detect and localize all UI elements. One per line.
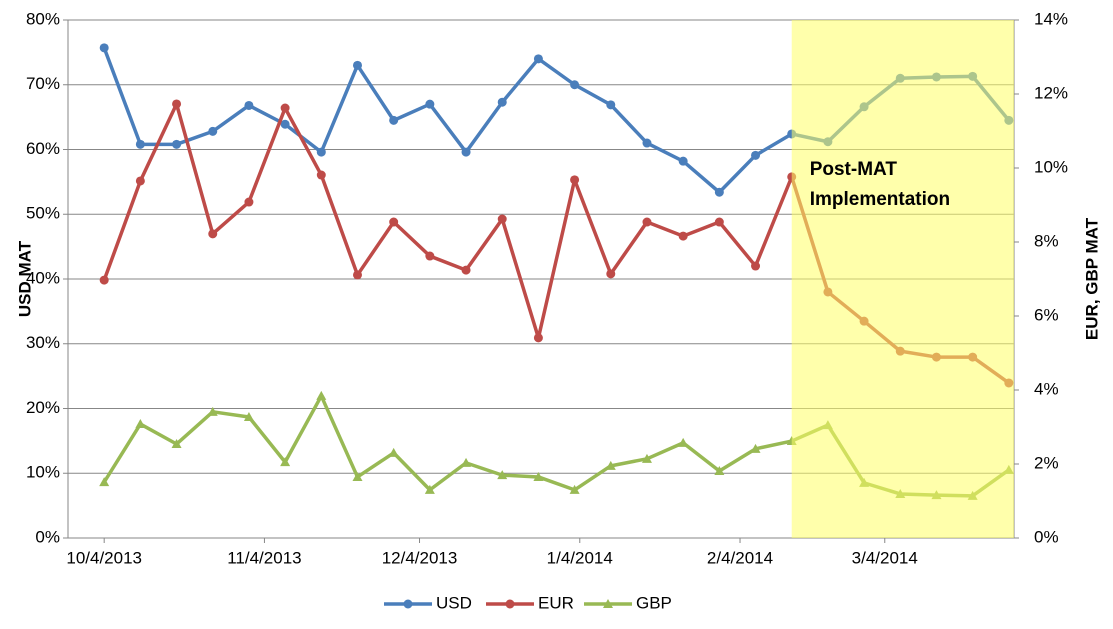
data-point: [135, 176, 145, 186]
data-point: [208, 229, 218, 239]
annotation: Implementation: [810, 189, 950, 210]
data-point: [606, 269, 616, 279]
data-point: [389, 217, 399, 227]
data-point: [243, 412, 254, 422]
data-point: [606, 100, 616, 110]
data-point: [570, 80, 580, 90]
data-point: [461, 265, 471, 275]
data-point: [99, 275, 109, 285]
data-point: [99, 477, 110, 487]
y-tick-label: 10%: [26, 463, 60, 482]
data-point: [389, 115, 399, 125]
data-point: [172, 139, 182, 149]
data-point: [678, 437, 689, 447]
y2-tick-label: 4%: [1034, 379, 1059, 398]
x-tick-label: 1/4/2014: [547, 548, 613, 567]
data-point: [352, 270, 362, 280]
data-point: [425, 99, 435, 109]
y-tick-label: 60%: [26, 139, 60, 158]
y-tick-label: 30%: [26, 333, 60, 352]
data-point: [172, 99, 182, 109]
data-point: [750, 443, 761, 453]
data-point: [207, 406, 218, 416]
x-tick-label: 3/4/2014: [852, 548, 918, 567]
data-point: [461, 147, 471, 157]
data-point: [714, 217, 724, 227]
y2-tick-label: 8%: [1034, 231, 1059, 250]
y-axis-title: USD MAT: [15, 240, 34, 317]
data-point: [280, 119, 290, 129]
data-point: [497, 214, 507, 224]
y2-tick-label: 2%: [1034, 453, 1059, 472]
y-tick-label: 70%: [26, 74, 60, 93]
data-point: [244, 100, 254, 110]
data-point: [316, 170, 326, 180]
data-point: [533, 333, 543, 343]
data-point: [678, 231, 688, 241]
data-point: [497, 97, 507, 107]
x-tick-label: 11/4/2013: [227, 548, 301, 567]
x-tick-label: 10/4/2013: [66, 548, 142, 567]
y2-tick-label: 12%: [1034, 83, 1068, 102]
data-point: [280, 103, 290, 113]
data-point: [533, 471, 544, 481]
data-point: [714, 466, 725, 476]
y-tick-label: 0%: [35, 527, 60, 546]
legend-label: EUR: [538, 593, 574, 612]
y2-tick-label: 14%: [1034, 9, 1068, 28]
data-point: [424, 484, 435, 494]
data-point: [244, 197, 254, 207]
data-point: [497, 470, 508, 480]
y-tick-label: 80%: [26, 9, 60, 28]
data-point: [751, 261, 761, 271]
data-point: [642, 217, 652, 227]
data-point: [605, 460, 616, 470]
y2-tick-label: 0%: [1034, 527, 1059, 546]
data-point: [135, 419, 146, 429]
data-point: [280, 457, 291, 467]
data-point: [388, 447, 399, 457]
data-point: [641, 453, 652, 463]
legend-marker: [603, 599, 613, 608]
x-tick-label: 12/4/2013: [382, 548, 458, 567]
legend-label: GBP: [636, 593, 672, 612]
y-tick-label: 20%: [26, 398, 60, 417]
y-tick-label: 50%: [26, 204, 60, 223]
data-point: [352, 471, 363, 481]
data-point: [678, 156, 688, 166]
data-point: [352, 60, 362, 70]
data-point: [461, 457, 472, 467]
data-point: [316, 147, 326, 157]
data-point: [714, 187, 724, 197]
y-tick-label: 40%: [26, 268, 60, 287]
y2-tick-label: 10%: [1034, 157, 1068, 176]
data-point: [569, 484, 580, 494]
data-point: [171, 439, 182, 449]
data-point: [135, 139, 145, 149]
annotation: Post-MAT: [810, 159, 898, 180]
data-point: [425, 251, 435, 261]
data-point: [99, 43, 109, 53]
y2-tick-label: 6%: [1034, 305, 1059, 324]
data-point: [533, 54, 543, 64]
data-point: [208, 126, 218, 136]
x-tick-label: 2/4/2014: [707, 548, 773, 567]
shaded-region: [791, 20, 1014, 538]
legend-marker: [505, 599, 515, 609]
data-point: [570, 175, 580, 185]
data-point: [751, 150, 761, 160]
y2-axis-title: EUR, GBP MAT: [1082, 217, 1101, 340]
legend-label: USD: [436, 593, 472, 612]
data-point: [316, 390, 327, 400]
legend-marker: [403, 599, 413, 609]
data-point: [642, 138, 652, 148]
